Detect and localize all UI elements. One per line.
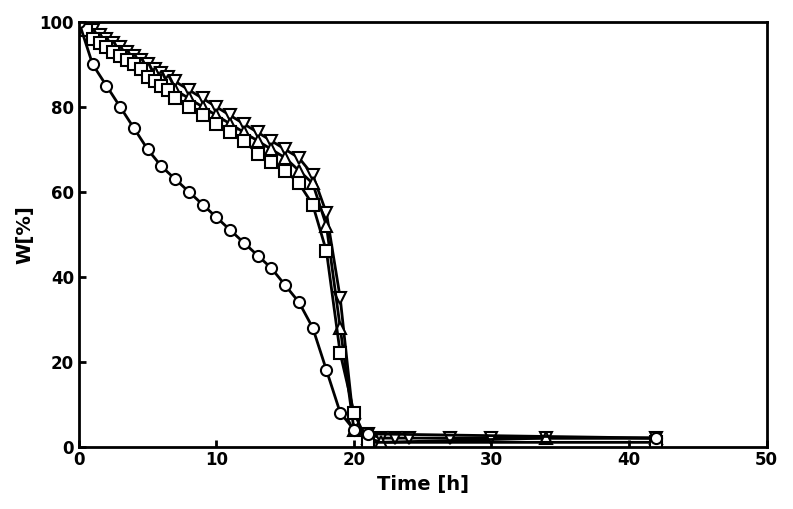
Y-axis label: W[%]: W[%] (15, 205, 34, 264)
X-axis label: Time [h]: Time [h] (377, 475, 469, 494)
